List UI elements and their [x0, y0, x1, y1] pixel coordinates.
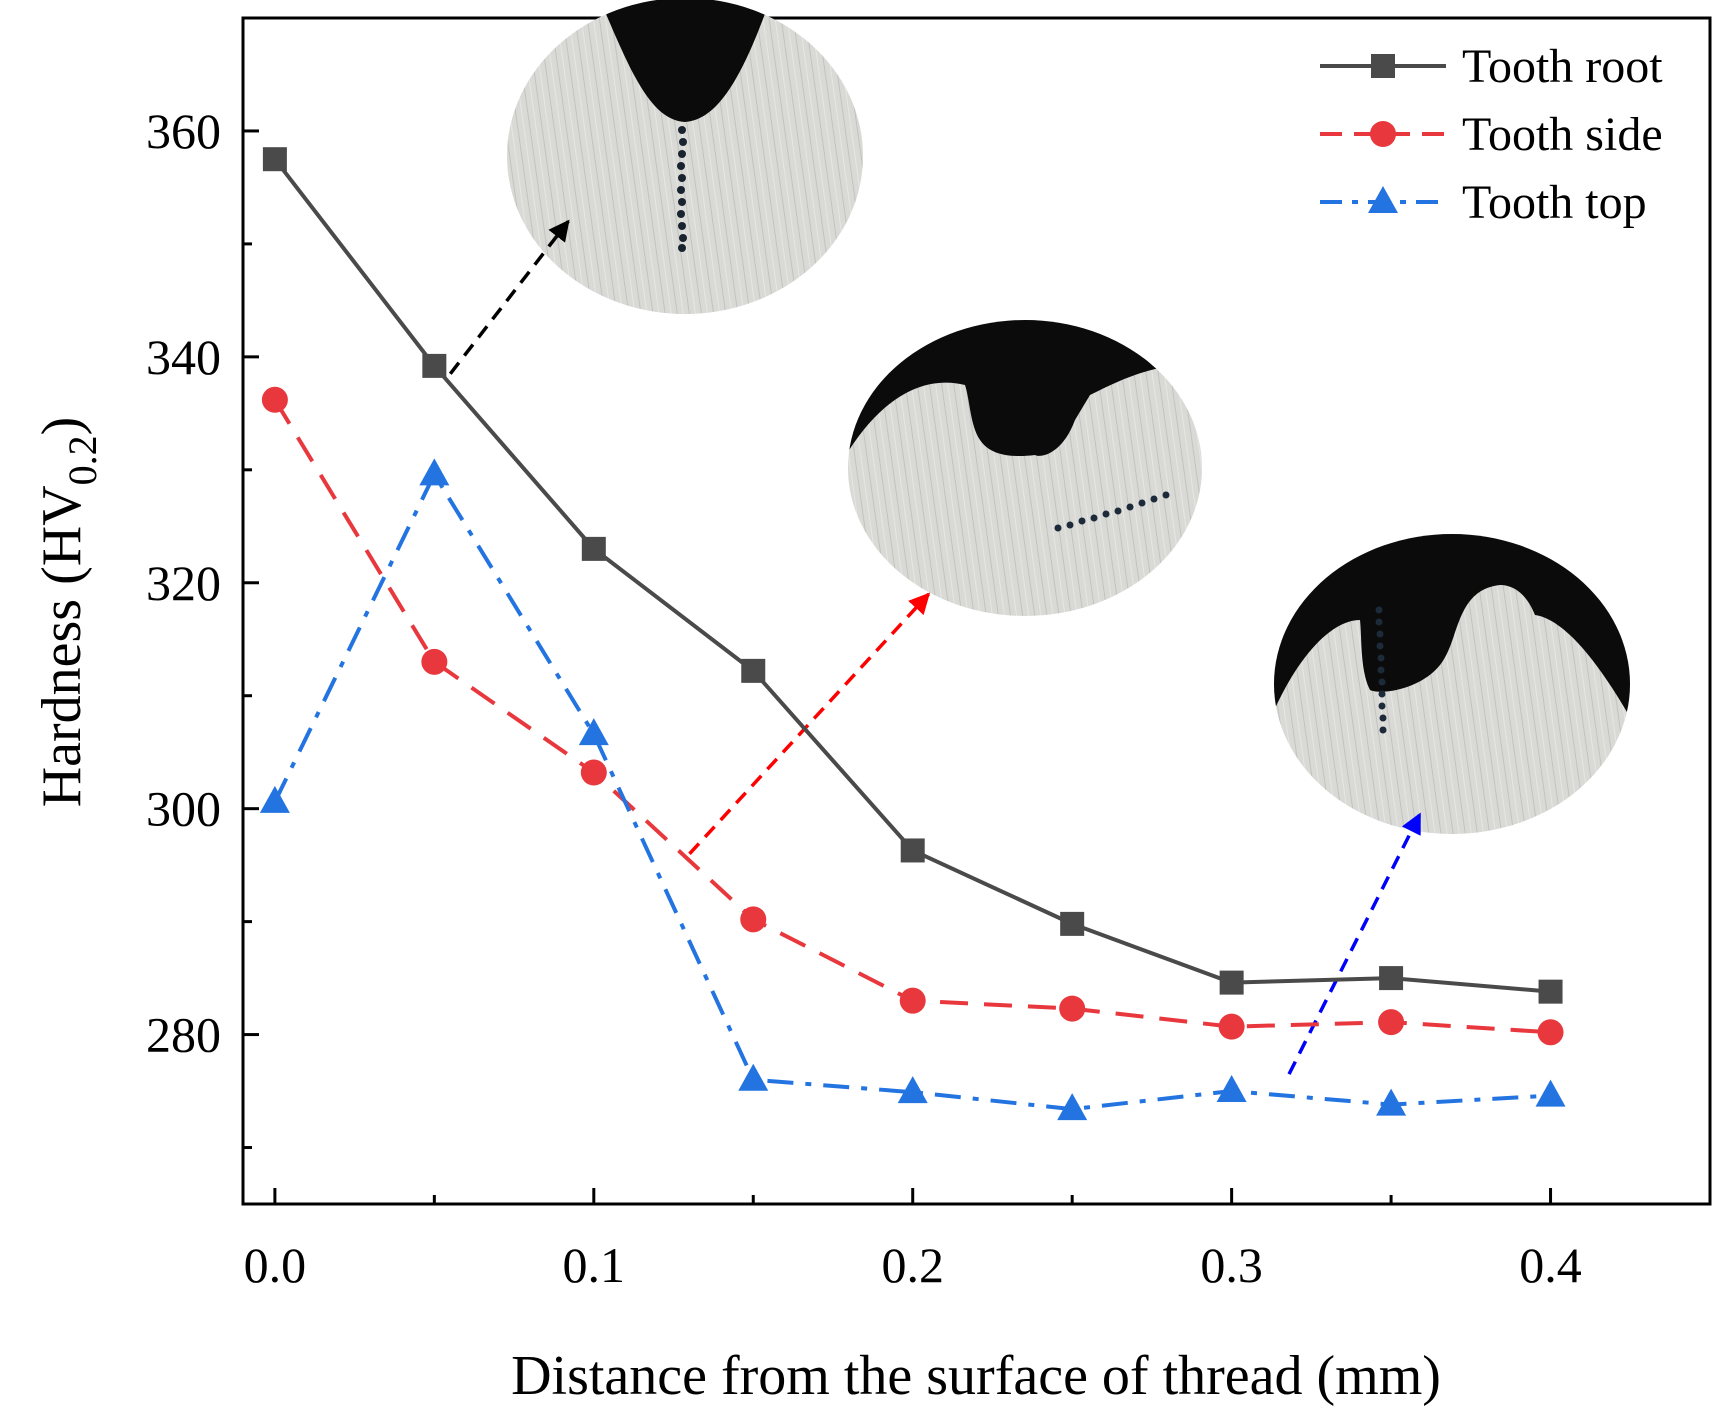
x-tick-label: 0.4 — [1519, 1237, 1582, 1293]
inset-tooth-side-arrow — [688, 592, 931, 856]
series-line-tooth-top — [273, 472, 1551, 1112]
legend: Tooth root Tooth side Tooth top — [1320, 40, 1663, 229]
x-tick-label: 0.0 — [244, 1237, 307, 1293]
plot-frame — [241, 16, 1712, 1206]
data-point-tooth-root — [262, 147, 287, 172]
x-tick-label: 0.3 — [1200, 1237, 1263, 1293]
y-axis-title-subscript: 0.2 — [60, 435, 105, 485]
x-tick-label: 0.1 — [563, 1237, 626, 1293]
y-tick-label: 300 — [146, 781, 221, 837]
x-tick-label: 0.2 — [881, 1237, 944, 1293]
legend-item-tooth-root: Tooth root — [1320, 40, 1663, 93]
legend-label-tooth-side: Tooth side — [1462, 108, 1663, 161]
data-point-tooth-root — [1538, 979, 1563, 1004]
legend-item-tooth-top: Tooth top — [1320, 176, 1647, 229]
data-point-tooth-side — [261, 386, 288, 413]
data-point-tooth-top — [1376, 1088, 1407, 1116]
y-tick-label: 280 — [146, 1007, 221, 1063]
y-axis-title-main: Hardness (HV — [31, 485, 93, 807]
series-markers — [259, 147, 1566, 1121]
legend-item-tooth-side: Tooth side — [1320, 108, 1663, 161]
data-point-tooth-top — [578, 718, 609, 746]
data-point-tooth-top — [259, 785, 290, 813]
annotation-arrows — [448, 219, 1422, 1075]
inset-tooth-top-arrow — [1287, 812, 1422, 1075]
data-point-tooth-side — [1537, 1019, 1564, 1046]
inset-micrograph-tooth-root — [507, 0, 863, 314]
data-point-tooth-side — [740, 906, 767, 933]
legend-label-tooth-root: Tooth root — [1462, 40, 1663, 93]
data-point-tooth-root — [741, 658, 766, 683]
data-point-tooth-top — [1535, 1079, 1566, 1107]
data-point-tooth-side — [1378, 1009, 1405, 1036]
data-point-tooth-top — [1057, 1093, 1088, 1121]
data-point-tooth-root — [422, 353, 447, 378]
legend-label-tooth-top: Tooth top — [1462, 176, 1647, 229]
legend-marker-tooth-side — [1370, 121, 1396, 147]
data-point-tooth-root — [900, 838, 925, 863]
data-point-tooth-top — [1216, 1075, 1247, 1103]
data-point-tooth-top — [738, 1063, 769, 1091]
data-point-tooth-side — [1218, 1013, 1245, 1040]
data-point-tooth-top — [419, 458, 450, 486]
axis-tick-labels: 0.0 0.1 0.2 0.3 0.4 280 300 320 340 360 — [146, 103, 1582, 1293]
y-tick-label: 320 — [146, 555, 221, 611]
data-point-tooth-top — [897, 1076, 928, 1104]
y-tick-label: 360 — [146, 103, 221, 159]
y-tick-label: 340 — [146, 329, 221, 385]
data-point-tooth-side — [899, 987, 926, 1014]
data-point-tooth-side — [421, 648, 448, 675]
y-axis-title-close: ) — [31, 417, 93, 436]
inset-tooth-root-arrow — [448, 219, 570, 375]
data-point-tooth-root — [1060, 911, 1085, 936]
inset-micrograph-tooth-top — [1274, 534, 1630, 834]
data-point-tooth-root — [581, 536, 606, 561]
legend-marker-tooth-root — [1371, 54, 1395, 78]
data-point-tooth-side — [580, 759, 607, 786]
inset-micrograph-tooth-side — [848, 320, 1202, 616]
data-point-tooth-root — [1219, 970, 1244, 995]
legend-marker-tooth-top — [1368, 186, 1398, 213]
y-axis-title: Hardness (HV0.2) — [31, 417, 105, 808]
data-point-tooth-side — [1059, 995, 1086, 1022]
data-point-tooth-root — [1379, 966, 1404, 991]
x-axis-title: Distance from the surface of thread (mm) — [511, 1345, 1441, 1407]
axis-ticks — [243, 16, 1712, 1204]
